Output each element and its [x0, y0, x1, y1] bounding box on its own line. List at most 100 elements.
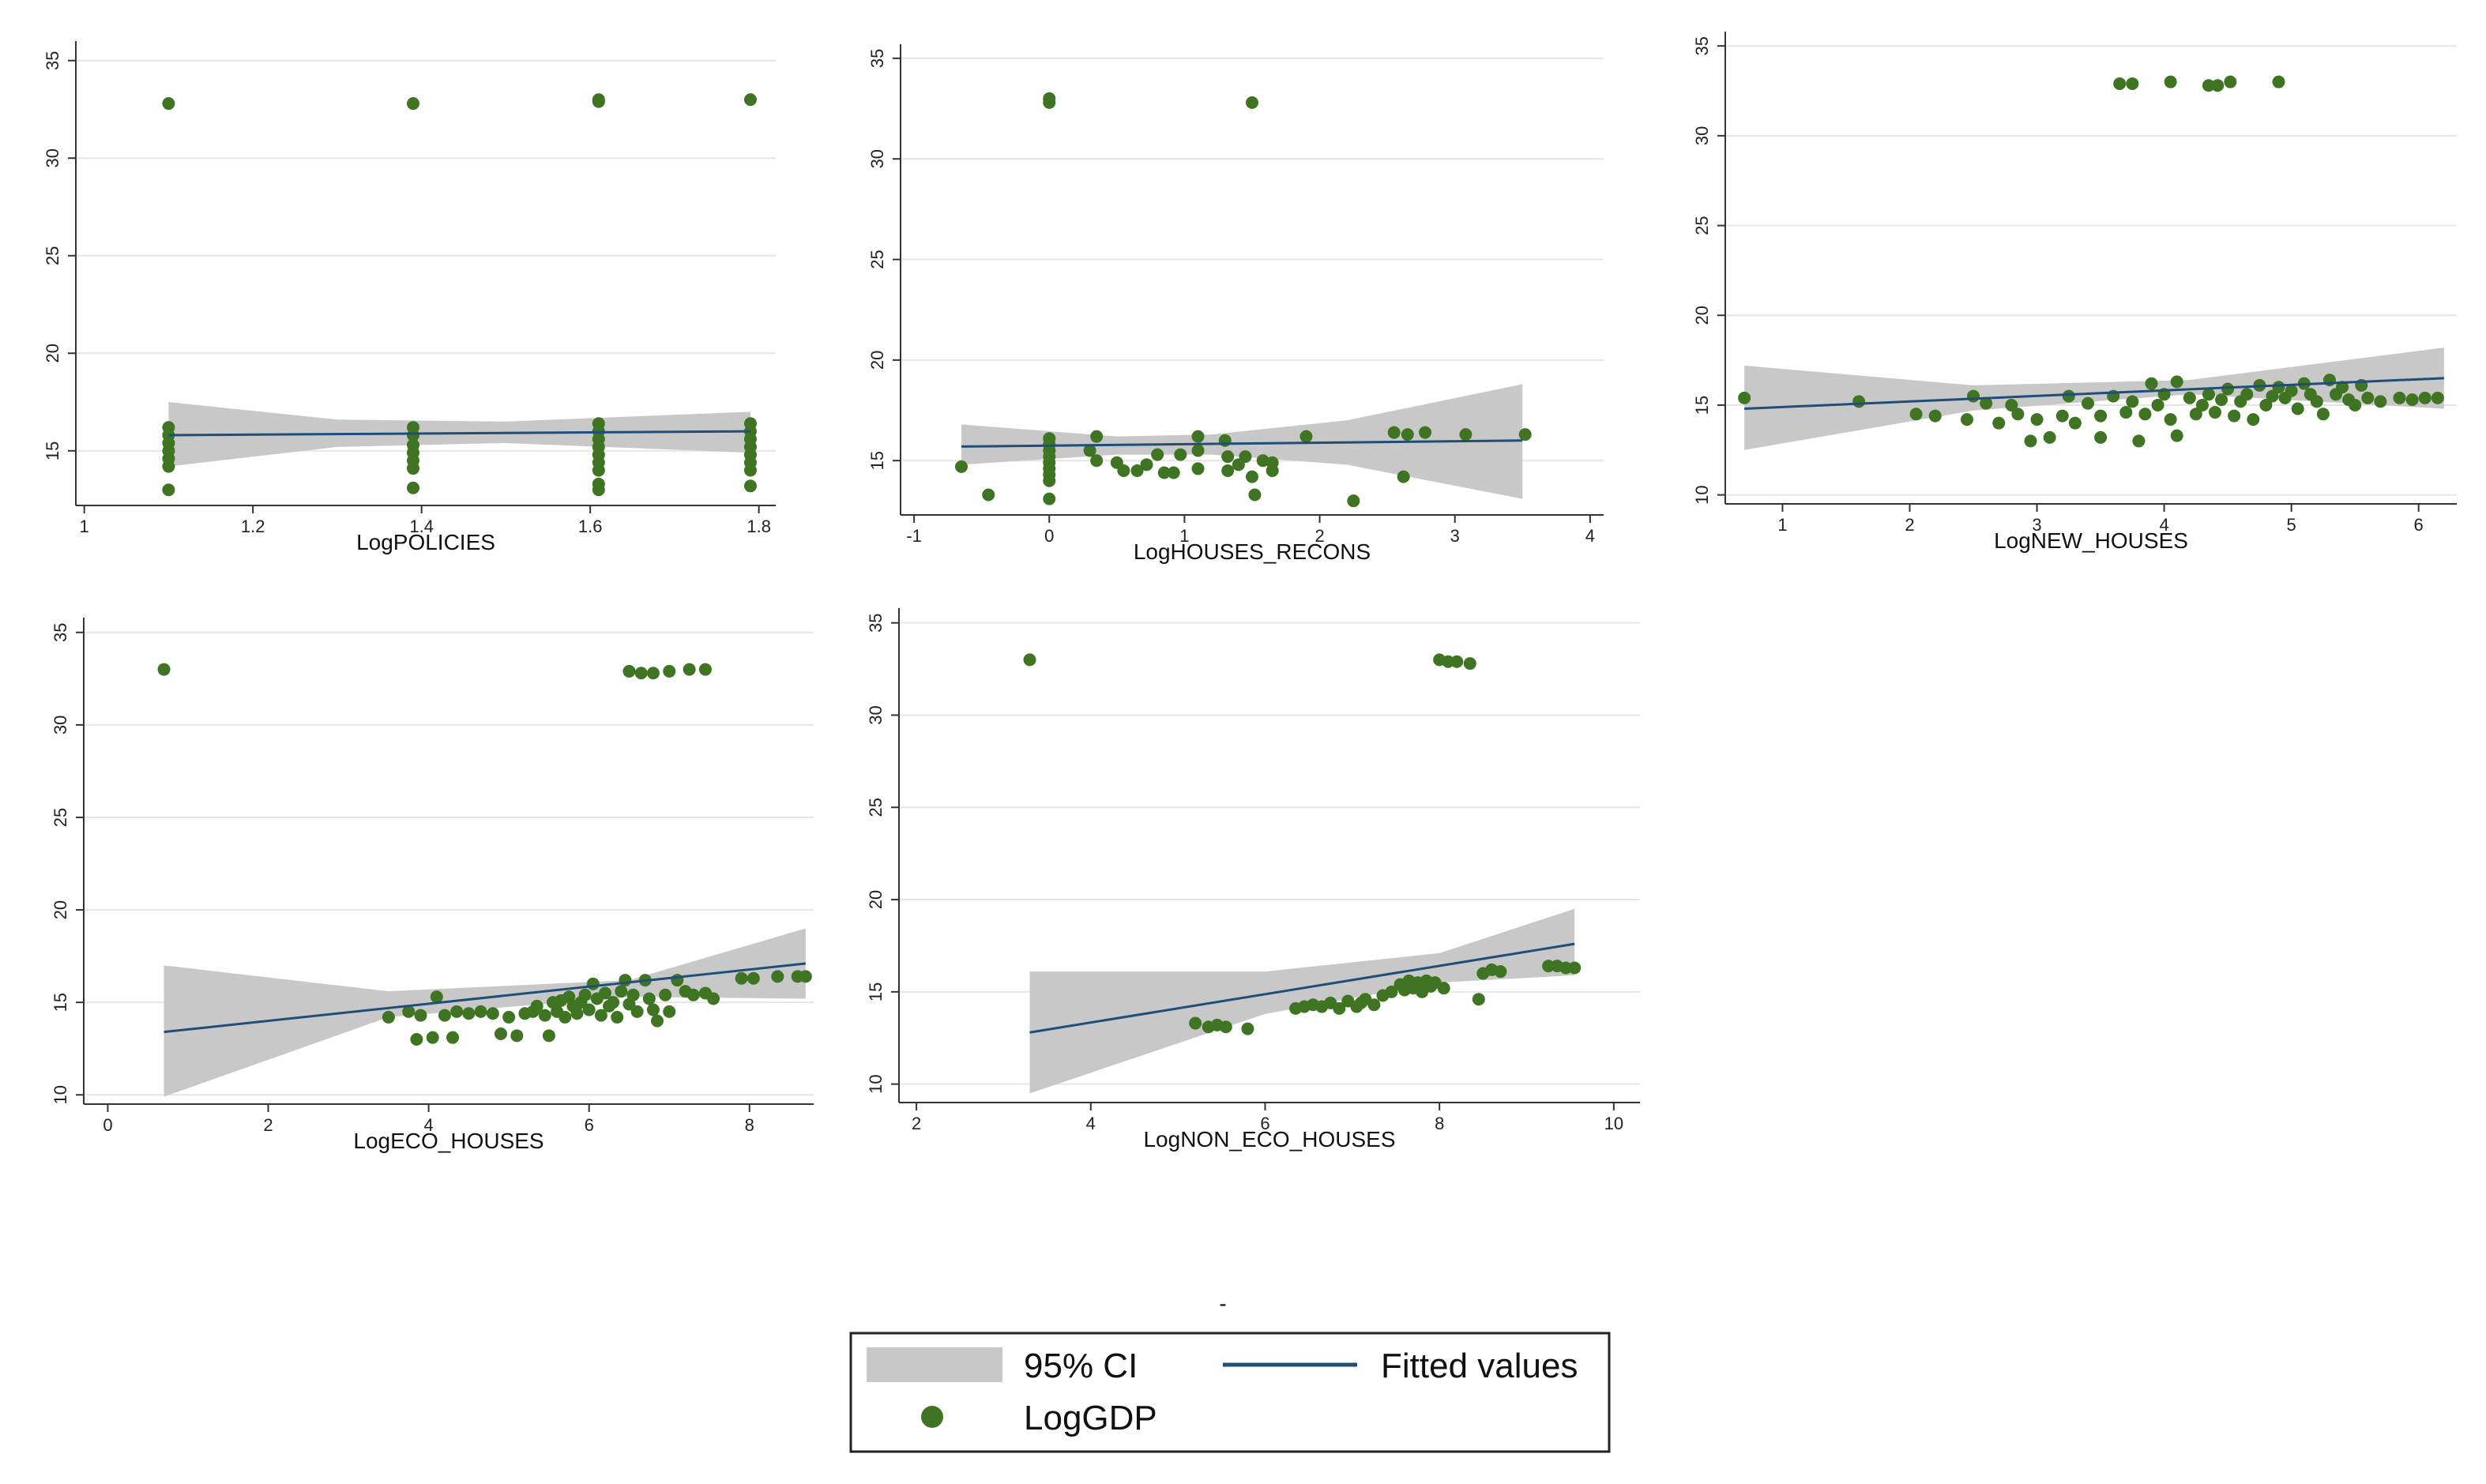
data-point [592, 95, 605, 108]
y-tick-label: 30 [43, 148, 62, 167]
data-point [406, 97, 419, 111]
data-point [426, 1031, 439, 1044]
panel-4: 10 15 20 25 30 35 0 2 4 6 8 LogECO_HOUSES [51, 618, 814, 1153]
data-point [735, 971, 748, 985]
data-point [707, 992, 720, 1005]
x-tick-label: 0 [1044, 526, 1054, 546]
data-point [611, 1010, 624, 1024]
data-point [1299, 430, 1313, 443]
fitted-line [961, 439, 1523, 448]
panel-5: 10 15 20 25 30 35 2 4 6 8 10 LogNON_ECO_HOUSES [866, 608, 1640, 1152]
data-point [402, 1005, 416, 1018]
data-point [2209, 406, 2222, 419]
data-point [502, 1010, 516, 1024]
x-tick-label: 4 [1086, 1114, 1096, 1133]
data-point [1437, 982, 1450, 995]
ci-band [164, 928, 806, 1097]
data-point [162, 97, 175, 111]
legend-fit-label: Fitted values [1381, 1347, 1578, 1385]
data-point [1980, 396, 1993, 410]
y-tick-label: 15 [51, 993, 70, 1012]
y-tick-label: 30 [1692, 126, 1712, 145]
data-point [592, 464, 605, 477]
data-point [743, 464, 757, 477]
data-point [438, 1009, 451, 1022]
data-point [2068, 416, 2082, 430]
data-point [1992, 416, 2006, 430]
data-point [1246, 96, 1258, 109]
x-tick-label: 4 [1585, 526, 1595, 546]
data-point [2126, 77, 2139, 90]
x-axis-title: LogNON_ECO_HOUSES [1143, 1127, 1395, 1152]
data-point [1568, 961, 1581, 975]
y-tick-label: 20 [866, 890, 886, 909]
data-point [1459, 428, 1472, 441]
data-point [1043, 96, 1056, 109]
data-point [1852, 395, 1866, 408]
x-tick-label: 0 [103, 1115, 112, 1135]
y-tick-label: 25 [866, 798, 886, 817]
data-point [1023, 653, 1036, 667]
x-tick-label: 8 [745, 1115, 754, 1135]
data-point [2316, 408, 2330, 421]
y-tick-label: 25 [43, 246, 62, 265]
data-point [1738, 391, 1751, 404]
data-point [2030, 413, 2044, 426]
legend-marker-label: LogGDP [1024, 1399, 1157, 1437]
y-tick-label: 35 [43, 51, 62, 70]
data-point [2094, 409, 2108, 423]
data-point [2183, 391, 2196, 404]
data-point [626, 988, 640, 1001]
y-tick-label: 20 [1692, 306, 1712, 325]
data-point [1266, 456, 1279, 469]
data-point [646, 1003, 660, 1016]
data-point [698, 663, 712, 676]
ci-band [961, 384, 1523, 499]
data-point [1241, 1022, 1254, 1035]
data-point [2043, 430, 2056, 444]
data-point [955, 460, 968, 473]
data-point [2132, 434, 2146, 448]
data-point [1909, 408, 1923, 421]
data-point [2349, 398, 2362, 411]
y-tick-label: 35 [867, 49, 887, 68]
data-point [410, 1033, 423, 1046]
x-axis-title: LogNEW_HOUSES [1994, 528, 2188, 553]
data-point [1246, 470, 1258, 483]
data-point [2240, 388, 2254, 401]
data-point [599, 986, 611, 1000]
data-point [1043, 492, 1056, 505]
x-tick-label: -1 [906, 526, 922, 546]
fitted-line [1029, 942, 1575, 1034]
panel-1: 15 20 25 30 35 1 1.2 1.4 1.6 1.8 LogPOLICIES [43, 41, 776, 554]
data-point [2221, 382, 2235, 396]
data-point [1559, 961, 1573, 975]
data-point [462, 1007, 476, 1020]
data-point [1191, 444, 1205, 457]
data-point [1256, 454, 1269, 468]
data-point [2094, 430, 2108, 444]
data-point [1043, 474, 1056, 487]
data-point [683, 663, 696, 676]
data-point [2291, 402, 2304, 415]
data-point [1090, 454, 1104, 468]
data-point [1347, 494, 1360, 508]
y-tick-label: 30 [866, 705, 886, 724]
data-point [510, 1029, 524, 1043]
data-point [578, 988, 592, 1001]
data-point [1140, 458, 1153, 471]
y-tick-label: 10 [866, 1074, 886, 1093]
x-tick-label: 8 [1435, 1114, 1444, 1133]
data-point [406, 462, 419, 475]
data-point [2418, 391, 2431, 404]
data-point [2361, 391, 2375, 404]
data-point [2272, 75, 2285, 88]
data-point [2024, 434, 2037, 448]
data-point [1463, 657, 1476, 671]
data-point [2310, 395, 2323, 408]
y-tick-label: 20 [51, 900, 70, 919]
data-point [1518, 428, 1532, 441]
data-point [1397, 470, 1410, 483]
data-point [1167, 466, 1180, 479]
data-point [2374, 395, 2387, 408]
